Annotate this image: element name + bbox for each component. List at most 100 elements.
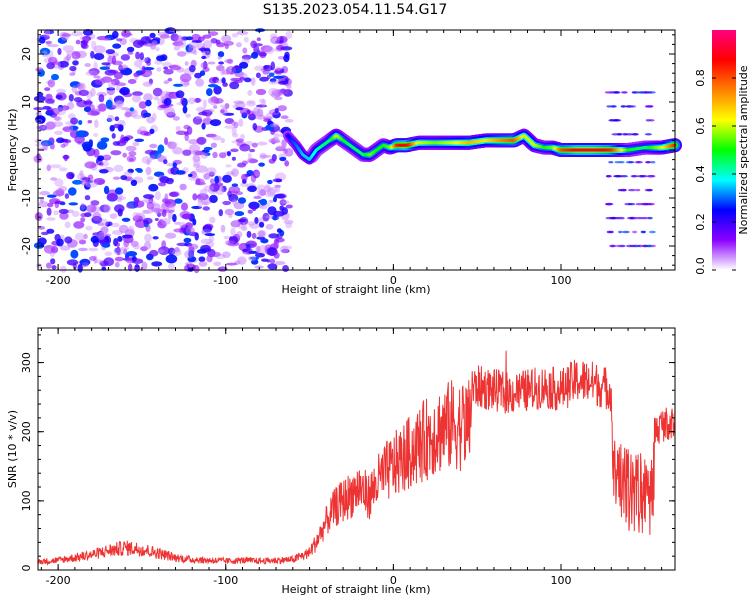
noise-blob (197, 199, 203, 209)
noise-blob (116, 38, 123, 42)
noise-blob (202, 67, 210, 72)
noise-blob (146, 61, 152, 66)
noise-blob (256, 141, 268, 146)
noise-blob (130, 179, 138, 186)
noise-blob (59, 245, 71, 251)
noise-blob (50, 177, 58, 181)
noise-blob (74, 232, 85, 241)
noise-blob (80, 213, 87, 218)
noise-blob (143, 67, 155, 71)
sideband-blob (649, 230, 656, 234)
noise-blob (33, 95, 46, 102)
noise-blob (160, 218, 171, 225)
noise-blob (265, 192, 277, 198)
noise-blob (188, 243, 199, 250)
noise-blob (71, 31, 83, 37)
noise-blob (88, 247, 99, 252)
colorbar-gradient (712, 30, 736, 270)
y-tick-label: -10 (20, 189, 33, 207)
noise-blob (55, 188, 65, 197)
noise-blob (249, 148, 256, 153)
noise-blob (243, 36, 249, 43)
x-tick-label: -200 (46, 274, 71, 287)
noise-blob (182, 105, 188, 114)
noise-blob (81, 141, 93, 150)
noise-blob (164, 27, 177, 34)
noise-blob (250, 40, 258, 49)
sideband-blob (606, 175, 612, 178)
noise-blob (48, 44, 59, 48)
noise-blob (260, 154, 272, 158)
noise-blob (158, 218, 164, 226)
noise-blob (173, 83, 184, 87)
noise-blob (116, 100, 124, 108)
noise-blob (51, 265, 57, 270)
sideband-blob (635, 188, 641, 192)
noise-blob (272, 210, 285, 217)
sideband-blob (647, 105, 654, 108)
noise-blob (221, 185, 227, 193)
noise-blob (46, 62, 55, 70)
noise-blob (186, 126, 193, 135)
noise-blob (157, 32, 170, 37)
noise-blob (146, 201, 155, 210)
noise-blob (134, 60, 143, 68)
noise-blob (248, 201, 260, 210)
noise-blob (274, 68, 284, 74)
sideband-blob (644, 91, 650, 94)
noise-blob (112, 30, 119, 39)
noise-blob (59, 105, 70, 111)
noise-blob (274, 184, 281, 188)
noise-blob (76, 83, 84, 90)
sideband-blob (639, 175, 645, 178)
noise-blob (261, 98, 266, 108)
noise-blob (233, 121, 239, 129)
noise-blob (154, 218, 159, 221)
noise-blob (99, 169, 109, 174)
snr-x-axis-label: Height of straight line (km) (281, 583, 430, 596)
noise-blob (146, 158, 151, 166)
noise-blob (252, 257, 258, 262)
noise-blob (205, 167, 217, 176)
noise-blob (221, 34, 232, 43)
noise-blob (202, 117, 213, 125)
noise-blob (161, 61, 172, 67)
y-tick-label: 200 (20, 421, 33, 442)
noise-blob (231, 199, 238, 206)
noise-blob (203, 173, 211, 180)
noise-blob (254, 65, 264, 71)
noise-blob (136, 168, 143, 173)
noise-blob (262, 212, 270, 222)
noise-blob (231, 168, 239, 177)
noise-blob (111, 222, 120, 228)
sideband-blob (647, 244, 653, 248)
noise-blob (114, 256, 124, 262)
noise-blob (208, 171, 215, 177)
noise-blob (149, 128, 155, 134)
noise-blob (46, 262, 52, 269)
noise-blob (198, 47, 210, 52)
noise-blob (90, 235, 100, 244)
noise-blob (284, 148, 294, 157)
noise-blob (179, 73, 192, 83)
noise-blob (198, 111, 208, 116)
noise-blob (256, 188, 261, 197)
noise-blob (172, 213, 177, 223)
noise-blob (203, 40, 213, 49)
sideband-blob (620, 91, 628, 94)
noise-blob (277, 105, 287, 112)
noise-blob (230, 148, 239, 153)
noise-blob (127, 51, 134, 55)
noise-blob (163, 97, 172, 106)
noise-blob (192, 163, 200, 168)
noise-blob (130, 240, 139, 247)
noise-blob (101, 62, 111, 66)
noise-blob (270, 61, 276, 71)
noise-blob (234, 211, 245, 217)
noise-blob (150, 154, 156, 160)
noise-blob (224, 208, 235, 216)
noise-blob (118, 224, 129, 234)
noise-blob (259, 51, 267, 59)
noise-blob (208, 77, 218, 84)
noise-blob (281, 248, 290, 254)
